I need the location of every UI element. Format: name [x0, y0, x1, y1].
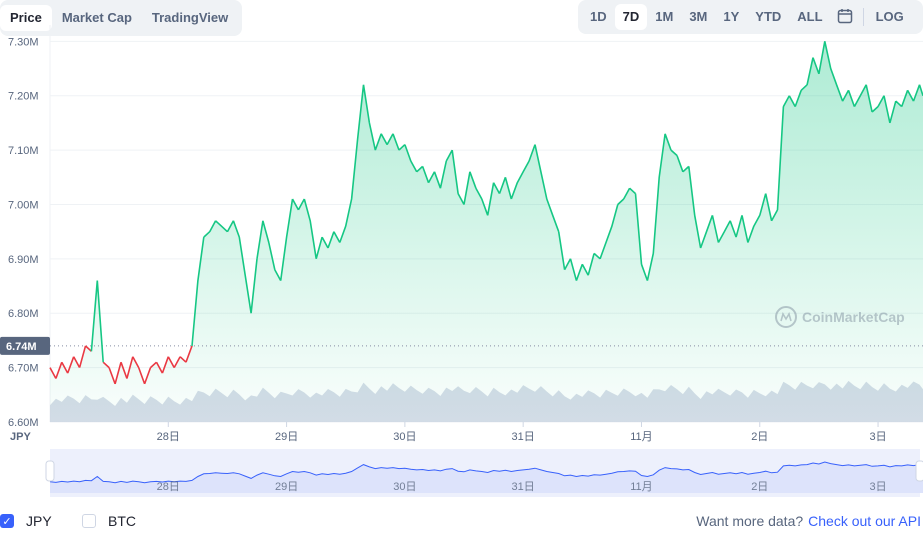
y-axis-labels: 7.30M 7.20M 7.10M 7.00M 6.90M 6.80M 6.70M 6.60M	[8, 36, 39, 429]
tab-market-cap[interactable]: Market Cap	[61, 10, 132, 25]
x-tick-label: 30日	[393, 431, 416, 443]
price-line-below-reference	[49, 345, 193, 385]
tab-tradingview[interactable]: TradingView	[151, 10, 229, 25]
currency-toggle-btc[interactable]: BTC	[82, 510, 136, 532]
navigator-tick-label: 30日	[393, 481, 416, 493]
tab-price[interactable]: Price	[0, 5, 52, 31]
currency-btc-label: BTC	[108, 513, 136, 529]
price-area-fill	[50, 41, 923, 423]
currency-toggle-jpy[interactable]: ✓ JPY	[0, 510, 52, 532]
y-tick-label: 6.80M	[8, 308, 39, 320]
currency-jpy-label: JPY	[26, 513, 52, 529]
navigator-tick-label: 3日	[869, 481, 886, 493]
y-tick-label: 7.10M	[8, 145, 39, 157]
x-tick-label: 11月	[630, 431, 652, 443]
api-promo: Want more data? Check out our API	[696, 510, 921, 532]
x-axis-labels: 28日 29日 30日 31日 11月 2日 3日	[157, 422, 887, 443]
watermark-text: CoinMarketCap	[802, 309, 905, 325]
range-1y[interactable]: 1Y	[723, 9, 740, 24]
range-1d[interactable]: 1D	[590, 9, 607, 24]
x-tick-label: 31日	[512, 431, 535, 443]
x-tick-label: 3日	[869, 431, 886, 443]
coinmarketcap-watermark: CoinMarketCap	[775, 306, 905, 328]
coinmarketcap-logo-icon	[775, 306, 797, 328]
range-3m[interactable]: 3M	[689, 9, 708, 24]
range-1m[interactable]: 1M	[655, 9, 674, 24]
calendar-button[interactable]	[831, 4, 859, 30]
navigator-tick-label: 31日	[512, 481, 535, 493]
api-promo-text: Want more data?	[696, 513, 804, 529]
current-price-label: 6.74M	[6, 341, 37, 353]
x-tick-label: 2日	[751, 431, 768, 443]
navigator-right-handle[interactable]	[915, 460, 923, 482]
api-link[interactable]: Check out our API	[808, 513, 921, 529]
log-scale-toggle[interactable]: LOG	[875, 9, 904, 24]
navigator-left-handle[interactable]	[45, 460, 55, 482]
chart-type-tabs: Price Market Cap TradingView	[0, 0, 243, 36]
y-tick-label: 7.30M	[8, 36, 39, 48]
y-tick-label: 7.00M	[8, 199, 39, 211]
calendar-icon	[837, 9, 852, 24]
x-tick-label: 28日	[157, 431, 180, 443]
range-selector: 1D 7D 1M 3M 1Y YTD ALL LOG	[578, 0, 923, 34]
current-price-badge: 6.74M	[0, 336, 50, 355]
navigator-area	[50, 462, 923, 493]
check-icon: ✓	[0, 514, 14, 528]
range-7d[interactable]: 7D	[614, 4, 648, 30]
x-tick-label: 29日	[275, 431, 298, 443]
y-tick-label: 6.90M	[8, 254, 39, 266]
navigator-tick-label: 11月	[630, 481, 652, 493]
range-divider	[862, 8, 864, 26]
price-line-above-reference	[90, 41, 923, 363]
range-ytd[interactable]: YTD	[755, 9, 782, 24]
range-navigator[interactable]: 28日 29日 30日 31日 11月 2日 3日	[45, 449, 923, 497]
y-tick-label: 6.70M	[8, 363, 39, 375]
checkbox-empty-icon	[82, 514, 96, 528]
navigator-line	[49, 461, 923, 484]
y-tick-label: 6.60M	[8, 417, 39, 429]
navigator-labels: 28日 29日 30日 31日 11月 2日 3日	[157, 481, 887, 493]
navigator-tick-label: 2日	[751, 481, 768, 493]
navigator-tick-label: 28日	[157, 481, 180, 493]
range-all[interactable]: ALL	[797, 9, 823, 24]
currency-axis-label: JPY	[10, 431, 31, 443]
navigator-tick-label: 29日	[275, 481, 298, 493]
price-chart[interactable]: 7.30M 7.20M 7.10M 7.00M 6.90M 6.80M 6.70M 6.60M…	[0, 0, 923, 500]
y-tick-label: 7.20M	[8, 91, 39, 103]
